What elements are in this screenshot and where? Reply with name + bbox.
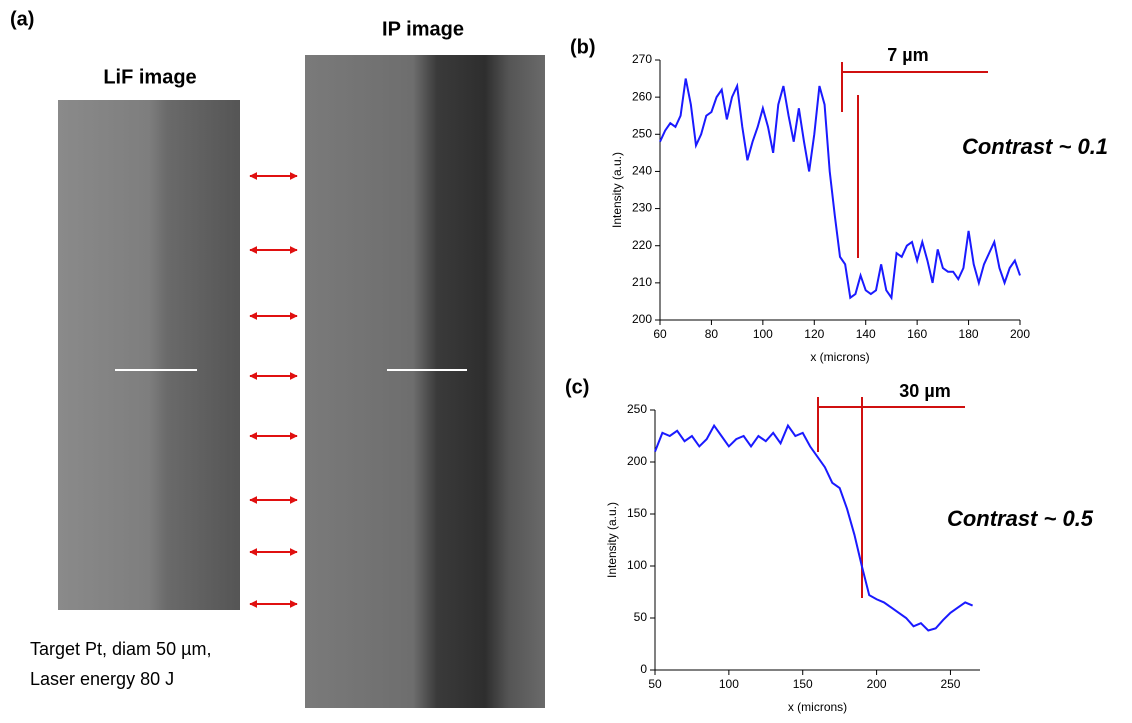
x-tick-label: 150 <box>793 677 813 691</box>
x-tick-label: 80 <box>705 327 719 341</box>
x-tick-label: 50 <box>648 677 662 691</box>
x-tick-label: 100 <box>719 677 739 691</box>
x-tick-label: 160 <box>907 327 927 341</box>
caption: Target Pt, diam 50 µm, <box>30 639 211 659</box>
y-tick-label: 270 <box>632 52 652 66</box>
y-tick-label: 230 <box>632 201 652 215</box>
data-line <box>654 423 974 632</box>
y-tick-label: 200 <box>627 454 647 468</box>
y-tick-label: 200 <box>632 312 652 326</box>
chart-title: (b) <box>570 36 596 58</box>
x-tick-label: 200 <box>1010 327 1030 341</box>
x-tick-label: 200 <box>867 677 887 691</box>
y-tick-label: 0 <box>640 662 647 676</box>
y-tick-label: 210 <box>632 275 652 289</box>
y-tick-label: 50 <box>634 610 648 624</box>
chart-title: (c) <box>565 376 589 398</box>
y-tick-label: 240 <box>632 164 652 178</box>
x-tick-label: 60 <box>653 327 667 341</box>
image-label: IP image <box>382 18 464 40</box>
arrows <box>249 172 298 608</box>
annotation-lines <box>817 62 988 598</box>
y-tick-label: 250 <box>627 402 647 416</box>
ip-image <box>305 55 545 708</box>
y-tick-label: 260 <box>632 89 652 103</box>
annotation: Contrast ~ 0.5 <box>947 506 1094 531</box>
caption: Laser energy 80 J <box>30 669 174 689</box>
image-label: LiF image <box>103 66 196 88</box>
y-tick-label: 150 <box>627 506 647 520</box>
x-tick-label: 140 <box>856 327 876 341</box>
y-axis-label: Intensity (a.u.) <box>610 152 624 228</box>
x-tick-label: 250 <box>940 677 960 691</box>
lif-image <box>58 100 240 610</box>
x-axis-label: x (microns) <box>788 700 847 714</box>
panel-label: (a) <box>10 8 34 30</box>
y-tick-label: 100 <box>627 558 647 572</box>
y-axis-label: Intensity (a.u.) <box>605 502 619 578</box>
y-tick-label: 220 <box>632 238 652 252</box>
x-axis-label: x (microns) <box>810 350 869 364</box>
y-tick-label: 250 <box>632 126 652 140</box>
annotation: 30 µm <box>899 381 950 401</box>
x-tick-label: 100 <box>753 327 773 341</box>
x-tick-label: 180 <box>959 327 979 341</box>
data-line <box>659 78 1021 301</box>
annotation: Contrast ~ 0.1 <box>962 134 1108 159</box>
x-tick-label: 120 <box>804 327 824 341</box>
annotation: 7 µm <box>887 45 928 65</box>
